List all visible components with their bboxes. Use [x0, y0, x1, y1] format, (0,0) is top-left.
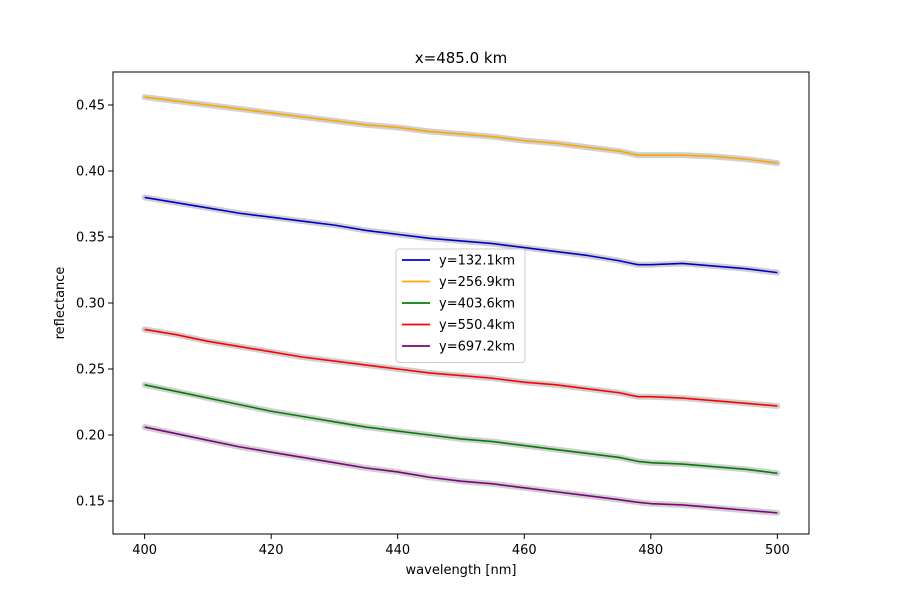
- y-tick-label: 0.35: [76, 231, 105, 246]
- series-line-2: [144, 96, 778, 164]
- legend-box: [395, 248, 526, 363]
- x-tick-label: 480: [638, 543, 663, 558]
- series-line-5: [144, 426, 778, 514]
- y-tick-label: 0.25: [76, 363, 105, 378]
- plot-area-frame: [112, 71, 810, 535]
- legend-entry-label: y=132.1km: [439, 254, 515, 269]
- legend-entry-label: y=403.6km: [439, 297, 515, 312]
- legend: y=132.1km y=256.9km y=403.6km y=550.4km y=69…: [395, 248, 526, 363]
- x-axis-ticks: 400 420 440 460 480 500: [132, 534, 790, 558]
- y-tick-label: 0.30: [76, 297, 105, 312]
- x-tick-label: 420: [259, 543, 284, 558]
- series-line-3: [144, 384, 778, 475]
- legend-entry-label: y=550.4km: [439, 318, 515, 333]
- y-axis-label: reflectance: [53, 267, 68, 340]
- series-lines: [144, 96, 778, 514]
- x-tick-label: 400: [132, 543, 157, 558]
- legend-entry-label: y=697.2km: [439, 340, 515, 355]
- y-tick-label: 0.15: [76, 495, 105, 510]
- y-tick-label: 0.40: [76, 165, 105, 180]
- y-tick-label: 0.45: [76, 99, 105, 114]
- series-line-1: [144, 196, 778, 274]
- chart-title: x=485.0 km: [415, 49, 507, 67]
- series-line-4: [144, 328, 778, 407]
- y-axis-ticks: 0.15 0.20 0.25 0.30 0.35 0.40 0.45: [76, 99, 113, 510]
- x-tick-label: 500: [765, 543, 790, 558]
- legend-entry-label: y=256.9km: [439, 275, 515, 290]
- x-tick-label: 440: [385, 543, 410, 558]
- x-tick-label: 460: [512, 543, 537, 558]
- x-axis-label: wavelength [nm]: [406, 563, 517, 578]
- y-tick-label: 0.20: [76, 429, 105, 444]
